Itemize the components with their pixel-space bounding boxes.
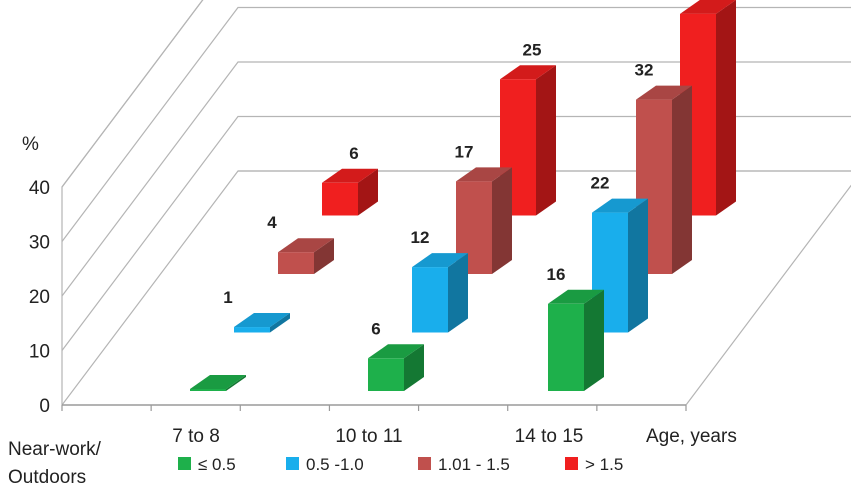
legend-title: Near-work/ Outdoors <box>8 439 106 488</box>
bars <box>190 0 736 391</box>
data-label: 4 <box>267 213 277 232</box>
bar <box>592 198 648 333</box>
x-axis-label: Age, years <box>646 426 737 447</box>
data-label: 22 <box>591 174 610 193</box>
data-label: 12 <box>411 228 430 247</box>
legend-swatch <box>418 457 431 470</box>
x-tick-label: 10 to 11 <box>335 426 402 447</box>
legend-swatch <box>565 457 578 470</box>
bar <box>234 313 290 333</box>
legend-label: 0.5 -1.0 <box>306 455 364 474</box>
data-labels: 625374173211222616 <box>223 40 654 338</box>
x-tick-label: 14 to 15 <box>515 426 584 447</box>
legend-label: > 1.5 <box>585 455 623 474</box>
y-tick-label: 20 <box>29 287 50 308</box>
data-label: 17 <box>455 142 474 161</box>
y-tick-label: 30 <box>29 233 50 254</box>
data-label: 25 <box>523 40 542 59</box>
legend-item: 1.01 - 1.5 <box>418 455 510 474</box>
legend-item: > 1.5 <box>565 455 623 474</box>
data-label: 16 <box>547 265 566 284</box>
y-tick-label: 0 <box>39 396 50 417</box>
legend-title-line-1: Near-work/ <box>8 439 102 460</box>
y-tick-label: 10 <box>29 342 50 363</box>
legend-label: ≤ 0.5 <box>198 455 236 474</box>
legend-label: 1.01 - 1.5 <box>438 455 510 474</box>
bar <box>412 253 468 333</box>
x-tick-label: 7 to 8 <box>172 426 220 447</box>
data-label: 6 <box>349 144 358 163</box>
bar <box>322 168 378 216</box>
legend-swatch <box>286 457 299 470</box>
legend: ≤ 0.5 0.5 -1.0 1.01 - 1.5 > 1.5 <box>178 455 623 474</box>
gridline-2 <box>61 61 851 297</box>
gridline-4 <box>61 0 204 188</box>
bar <box>368 344 424 391</box>
legend-item: 0.5 -1.0 <box>286 455 364 474</box>
y-tick-label: 40 <box>29 178 50 199</box>
data-label: 1 <box>223 288 232 307</box>
legend-item: ≤ 0.5 <box>178 455 236 474</box>
axes: 0 10 20 30 40 7 to 8 10 to 11 14 to 15 <box>29 178 687 447</box>
bar <box>548 289 604 391</box>
legend-title-line-2: Outdoors <box>8 467 86 488</box>
data-label: 6 <box>371 319 380 338</box>
y-axis-label: % <box>22 134 39 155</box>
bar <box>190 375 246 391</box>
legend-swatch <box>178 457 191 470</box>
bar <box>278 238 334 274</box>
data-label: 32 <box>635 61 654 80</box>
gridline-3 <box>61 6 851 242</box>
